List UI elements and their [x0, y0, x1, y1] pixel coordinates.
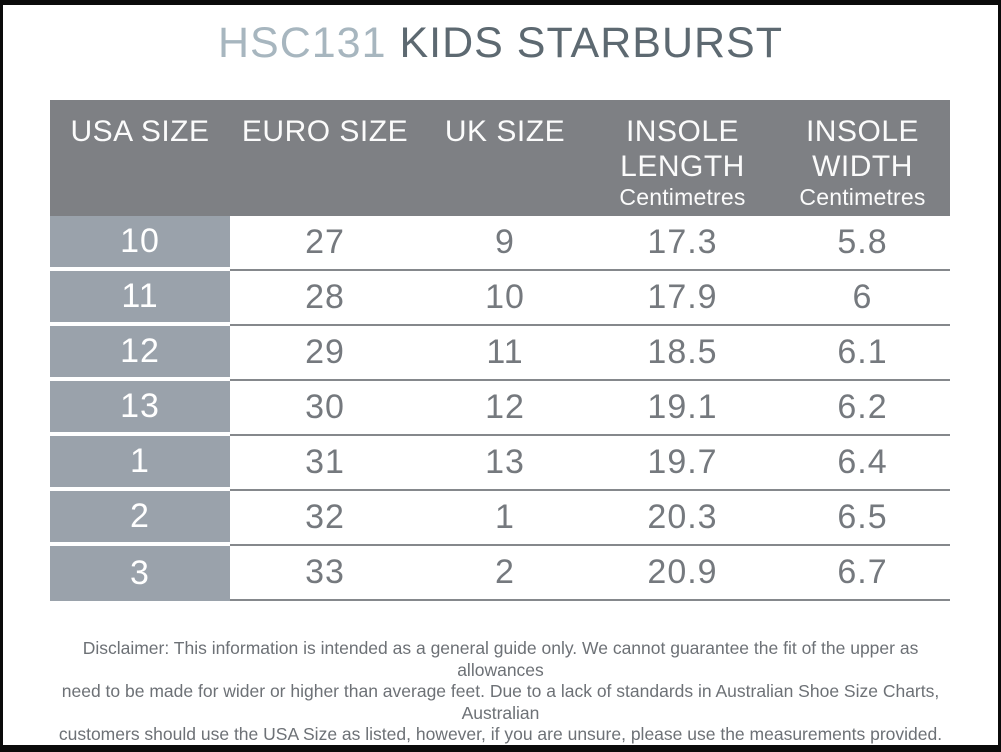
usa-size-cell: 1	[50, 436, 230, 491]
header-euro-size: EURO SIZE	[230, 100, 420, 216]
euro-size-cell: 32	[230, 491, 420, 546]
header-unit-label: Centimetres	[619, 184, 746, 210]
header-unit-label: Centimetres	[799, 184, 926, 210]
insole-width-cell: 6.1	[775, 326, 950, 381]
table-row: 11 28 10 17.9 6	[50, 271, 950, 326]
insole-length-cell: 18.5	[590, 326, 775, 381]
table-row: 1 31 13 19.7 6.4	[50, 436, 950, 491]
table-row: 10 27 9 17.3 5.8	[50, 216, 950, 271]
uk-size-cell: 12	[420, 381, 590, 436]
size-chart-table: USA SIZE EURO SIZE UK SIZE INSOLE LENGTH…	[50, 100, 950, 601]
usa-size-cell: 10	[50, 216, 230, 271]
header-insole-length: INSOLE LENGTH Centimetres	[590, 100, 775, 216]
euro-size-cell: 28	[230, 271, 420, 326]
insole-length-cell: 20.3	[590, 491, 775, 546]
usa-size-cell: 11	[50, 271, 230, 326]
uk-size-cell: 13	[420, 436, 590, 491]
table-row: 13 30 12 19.1 6.2	[50, 381, 950, 436]
header-uk-size: UK SIZE	[420, 100, 590, 216]
disclaimer-line: Disclaimer: This information is intended…	[82, 638, 919, 680]
header-label: USA SIZE	[70, 115, 210, 148]
header-label: INSOLE	[625, 115, 740, 148]
euro-size-cell: 27	[230, 216, 420, 271]
insole-width-cell: 6	[775, 271, 950, 326]
insole-length-cell: 19.1	[590, 381, 775, 436]
usa-size-cell: 3	[50, 546, 230, 601]
insole-length-cell: 20.9	[590, 546, 775, 601]
usa-size-cell: 2	[50, 491, 230, 546]
header-label: UK SIZE	[444, 115, 566, 148]
disclaimer-line: need to be made for wider or higher than…	[61, 681, 940, 723]
uk-size-cell: 9	[420, 216, 590, 271]
usa-size-cell: 12	[50, 326, 230, 381]
uk-size-cell: 1	[420, 491, 590, 546]
usa-size-cell: 13	[50, 381, 230, 436]
disclaimer-line: customers should use the USA Size as lis…	[58, 724, 943, 744]
euro-size-cell: 30	[230, 381, 420, 436]
insole-length-cell: 17.3	[590, 216, 775, 271]
table-row: 3 33 2 20.9 6.7	[50, 546, 950, 601]
product-code: HSC131	[217, 19, 387, 67]
insole-width-cell: 6.7	[775, 546, 950, 601]
insole-length-cell: 17.9	[590, 271, 775, 326]
product-name: KIDS STARBURST	[399, 19, 783, 67]
insole-width-cell: 5.8	[775, 216, 950, 271]
insole-width-cell: 6.4	[775, 436, 950, 491]
header-label: EURO SIZE	[241, 115, 409, 148]
euro-size-cell: 33	[230, 546, 420, 601]
euro-size-cell: 31	[230, 436, 420, 491]
uk-size-cell: 10	[420, 271, 590, 326]
page-title: HSC131 KIDS STARBURST	[3, 5, 998, 65]
table-row: 12 29 11 18.5 6.1	[50, 326, 950, 381]
header-insole-width: INSOLE WIDTH Centimetres	[775, 100, 950, 216]
table-row: 2 32 1 20.3 6.5	[50, 491, 950, 546]
euro-size-cell: 29	[230, 326, 420, 381]
header-label: WIDTH	[812, 150, 913, 183]
insole-length-cell: 19.7	[590, 436, 775, 491]
table-header-row: USA SIZE EURO SIZE UK SIZE INSOLE LENGTH…	[50, 100, 950, 216]
uk-size-cell: 11	[420, 326, 590, 381]
header-usa-size: USA SIZE	[50, 100, 230, 216]
header-label: LENGTH	[620, 150, 745, 183]
uk-size-cell: 2	[420, 546, 590, 601]
header-label: INSOLE	[805, 115, 920, 148]
insole-width-cell: 6.5	[775, 491, 950, 546]
insole-width-cell: 6.2	[775, 381, 950, 436]
disclaimer-text: Disclaimer: This information is intended…	[45, 638, 956, 746]
